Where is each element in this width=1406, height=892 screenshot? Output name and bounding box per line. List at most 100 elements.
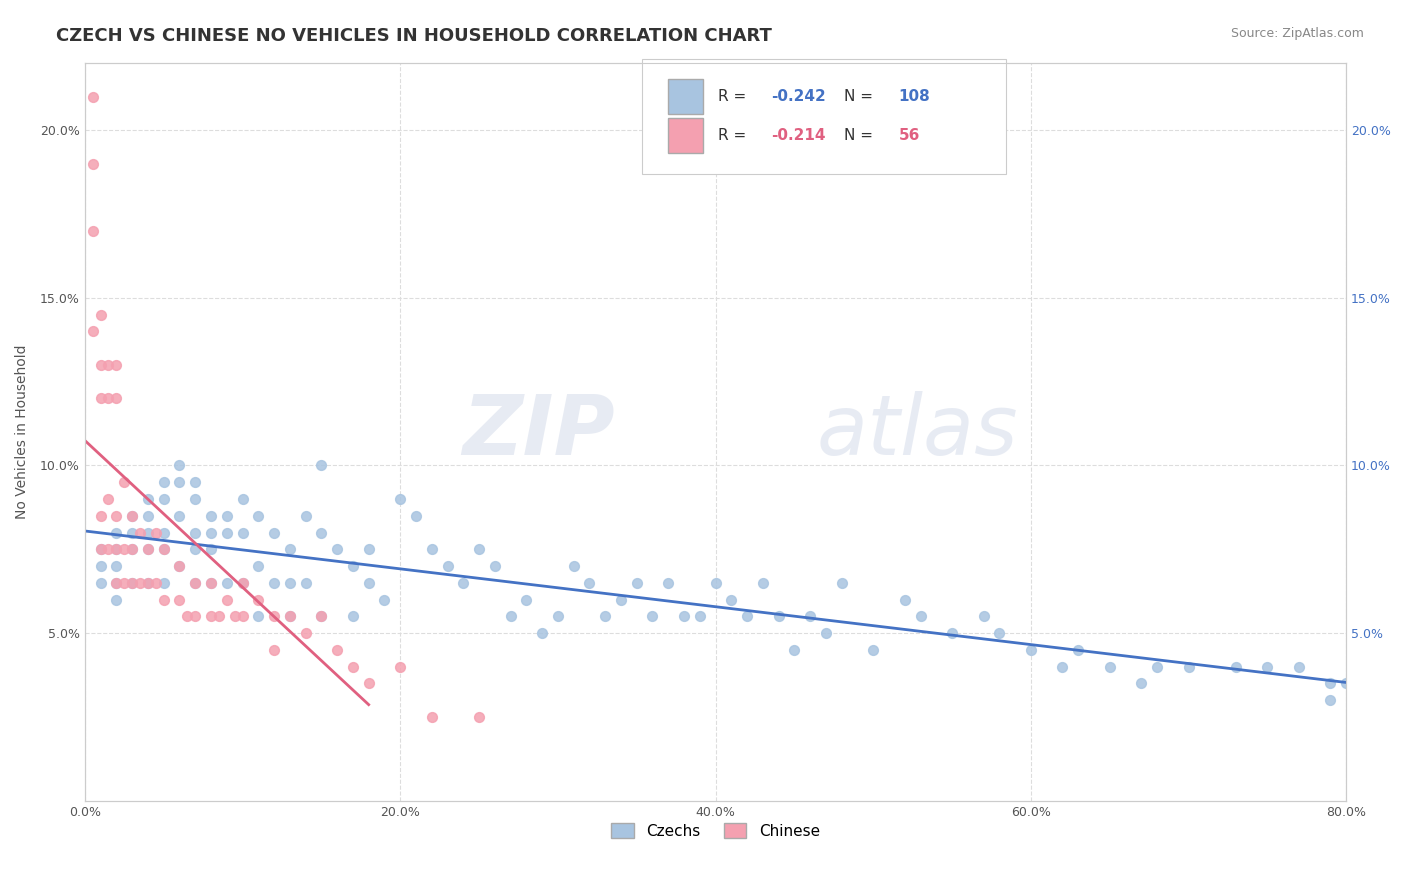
Point	[278, 609, 301, 624]
Point	[121, 508, 143, 523]
Text: -0.214: -0.214	[770, 128, 825, 143]
Point	[97, 491, 120, 506]
Point	[499, 609, 522, 624]
Point	[451, 575, 474, 590]
Point	[129, 575, 152, 590]
Text: R =: R =	[718, 88, 751, 103]
Point	[215, 575, 238, 590]
Point	[311, 609, 333, 624]
Text: atlas: atlas	[817, 392, 1018, 473]
Point	[169, 592, 191, 607]
Point	[136, 542, 159, 557]
Point	[342, 659, 364, 673]
Point	[1256, 659, 1278, 673]
Point	[200, 542, 222, 557]
Point	[215, 525, 238, 540]
Point	[90, 575, 112, 590]
Point	[145, 525, 167, 540]
Point	[1067, 643, 1090, 657]
Point	[97, 542, 120, 557]
Text: ZIP: ZIP	[463, 392, 614, 473]
Text: R =: R =	[718, 128, 751, 143]
Point	[176, 609, 198, 624]
Point	[326, 542, 349, 557]
Point	[689, 609, 711, 624]
Point	[90, 542, 112, 557]
Point	[562, 559, 585, 574]
Point	[247, 592, 270, 607]
Point	[152, 542, 174, 557]
Point	[405, 508, 427, 523]
Point	[184, 475, 207, 490]
FancyBboxPatch shape	[668, 118, 703, 153]
Point	[831, 575, 853, 590]
Point	[263, 575, 285, 590]
Text: 108: 108	[898, 88, 931, 103]
Point	[90, 542, 112, 557]
Point	[342, 609, 364, 624]
Point	[626, 575, 648, 590]
Point	[515, 592, 537, 607]
Point	[105, 508, 128, 523]
Point	[389, 659, 412, 673]
Point	[799, 609, 821, 624]
Point	[184, 491, 207, 506]
Point	[311, 525, 333, 540]
Point	[278, 542, 301, 557]
Point	[112, 475, 135, 490]
Text: N =: N =	[844, 128, 879, 143]
Point	[121, 575, 143, 590]
Point	[169, 458, 191, 473]
Point	[1130, 676, 1153, 690]
Point	[136, 575, 159, 590]
Point	[82, 224, 104, 238]
Point	[1319, 693, 1341, 707]
Point	[593, 609, 616, 624]
Point	[121, 508, 143, 523]
Point	[136, 525, 159, 540]
Point	[326, 643, 349, 657]
Point	[152, 542, 174, 557]
Point	[200, 575, 222, 590]
Y-axis label: No Vehicles in Household: No Vehicles in Household	[15, 344, 30, 519]
Point	[152, 575, 174, 590]
Point	[311, 609, 333, 624]
Point	[768, 609, 790, 624]
Point	[657, 575, 679, 590]
Text: N =: N =	[844, 88, 879, 103]
Point	[484, 559, 506, 574]
Point	[121, 542, 143, 557]
Point	[136, 542, 159, 557]
Point	[112, 575, 135, 590]
Point	[105, 592, 128, 607]
Point	[420, 542, 443, 557]
Point	[941, 626, 963, 640]
Point	[263, 609, 285, 624]
Point	[247, 508, 270, 523]
Point	[105, 542, 128, 557]
Point	[862, 643, 884, 657]
Point	[136, 575, 159, 590]
Point	[704, 575, 727, 590]
Point	[263, 525, 285, 540]
Point	[152, 475, 174, 490]
Point	[247, 559, 270, 574]
Point	[169, 508, 191, 523]
Point	[82, 156, 104, 170]
Point	[90, 508, 112, 523]
Point	[121, 542, 143, 557]
Point	[112, 542, 135, 557]
Point	[231, 609, 253, 624]
Point	[294, 575, 316, 590]
Point	[578, 575, 600, 590]
Point	[90, 559, 112, 574]
Point	[184, 575, 207, 590]
Point	[200, 609, 222, 624]
Point	[373, 592, 395, 607]
Point	[531, 626, 554, 640]
Point	[105, 392, 128, 406]
Legend: Czechs, Chinese: Czechs, Chinese	[605, 817, 825, 845]
Point	[224, 609, 246, 624]
Point	[231, 525, 253, 540]
Point	[311, 458, 333, 473]
